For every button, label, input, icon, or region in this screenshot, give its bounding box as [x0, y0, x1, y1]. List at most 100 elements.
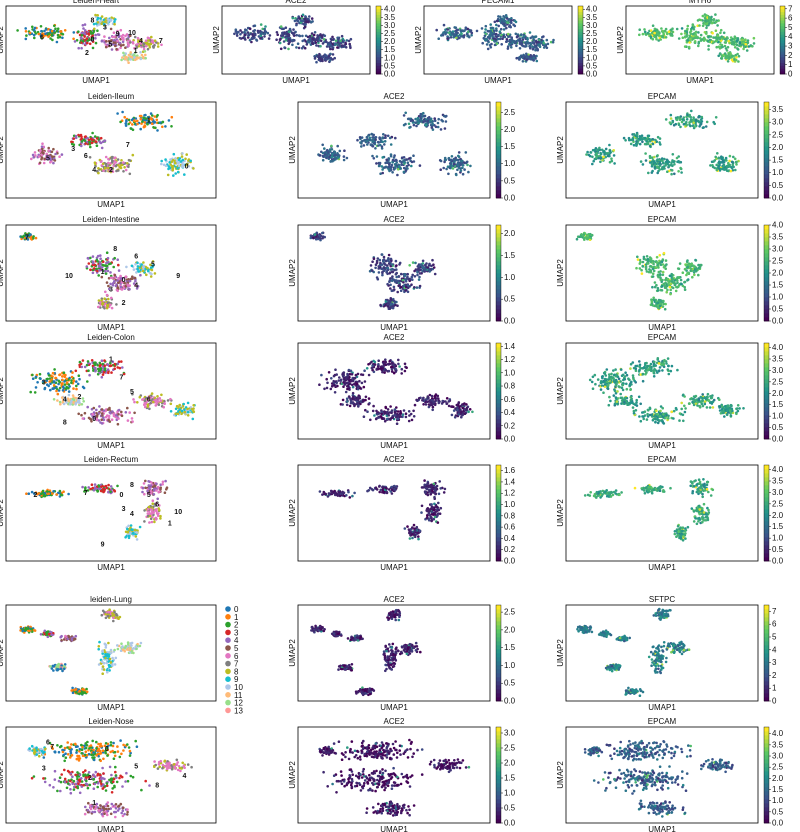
cell-point — [488, 33, 491, 37]
cell-point — [156, 113, 159, 117]
cell-point — [643, 30, 647, 34]
cell-point — [686, 265, 690, 269]
cell-point — [239, 29, 242, 32]
cell-point — [592, 159, 595, 163]
cell-point — [656, 158, 659, 161]
cell-point — [77, 412, 80, 416]
cell-point — [685, 120, 688, 124]
cell-point — [664, 36, 668, 39]
cell-point — [705, 120, 709, 124]
cell-point — [450, 155, 454, 158]
cell-point — [396, 290, 400, 294]
cell-point — [108, 44, 111, 48]
colorbar-tick-label: 0.5 — [384, 61, 396, 70]
cell-point — [50, 150, 54, 154]
cell-point — [49, 37, 52, 40]
colorbar-tick-label: 0.0 — [586, 70, 598, 79]
cell-point — [90, 37, 94, 40]
cell-point — [634, 142, 638, 146]
cluster-label: 6 — [40, 35, 44, 42]
cell-point — [150, 268, 154, 272]
cell-point — [648, 265, 652, 268]
cell-point — [86, 256, 90, 260]
cell-point — [119, 285, 123, 289]
cell-point — [80, 34, 84, 37]
colorbar-segment — [496, 186, 501, 191]
cell-point — [77, 374, 81, 378]
cell-point — [168, 166, 172, 170]
cell-point — [284, 26, 288, 30]
cell-point — [404, 122, 407, 126]
cell-point — [431, 258, 434, 262]
cell-point — [107, 297, 110, 301]
cell-point — [323, 147, 326, 150]
cell-point — [650, 32, 654, 35]
cell-point — [752, 42, 756, 45]
cell-point — [381, 171, 385, 175]
cell-point — [493, 20, 497, 24]
cell-point — [483, 34, 487, 38]
cell-point — [29, 390, 32, 394]
colorbar-segment — [578, 20, 583, 24]
cell-point — [122, 161, 125, 164]
cell-point — [192, 167, 195, 170]
colorbar: 0.00.51.01.52.02.53.03.54.0 — [375, 5, 396, 79]
cell-point — [104, 290, 107, 294]
cell-point — [183, 173, 186, 176]
cell-point — [486, 47, 490, 51]
cell-point — [25, 34, 28, 37]
cell-point — [419, 112, 423, 116]
cell-point — [579, 235, 583, 238]
cell-point — [99, 160, 103, 164]
cell-point — [502, 14, 505, 18]
cell-point — [376, 277, 380, 281]
y-axis-label: UMAP2 — [556, 259, 565, 287]
cell-point — [259, 37, 262, 40]
cell-point — [172, 152, 176, 156]
cell-point — [676, 281, 679, 285]
cell-point — [662, 299, 665, 303]
cell-point — [170, 125, 173, 128]
cell-point — [128, 172, 132, 176]
cell-point — [717, 156, 720, 160]
cell-point — [142, 47, 146, 51]
cell-point — [526, 41, 530, 45]
cluster-label: 6 — [84, 153, 88, 160]
cell-point — [513, 24, 517, 28]
cell-point — [552, 38, 555, 42]
cell-point — [287, 47, 290, 51]
cell-point — [181, 152, 184, 155]
cell-point — [495, 29, 498, 32]
cell-point — [640, 136, 643, 140]
cell-point — [670, 161, 673, 164]
cell-point — [129, 41, 132, 44]
cell-point — [714, 29, 718, 32]
cell-point — [283, 46, 286, 49]
colorbar-tick-label: 3.5 — [586, 13, 598, 22]
cell-point — [146, 36, 150, 40]
colorbar-segment — [496, 114, 501, 119]
cell-point — [164, 158, 167, 161]
cell-point — [75, 387, 78, 391]
cell-point — [248, 38, 252, 42]
cell-point — [654, 34, 658, 37]
cell-point — [286, 32, 290, 36]
colorbar-segment — [496, 150, 501, 155]
cell-point — [161, 125, 164, 129]
cell-point — [441, 33, 445, 37]
cell-point — [244, 38, 247, 41]
cell-point — [103, 26, 107, 29]
cell-point — [54, 376, 58, 380]
cell-point — [134, 263, 137, 266]
cell-point — [382, 266, 386, 270]
cell-point — [88, 38, 91, 41]
colorbar-segment — [496, 166, 501, 171]
colorbar-segment — [780, 23, 785, 27]
cell-point — [646, 142, 650, 146]
cell-point — [540, 38, 543, 42]
cell-point — [148, 407, 151, 411]
cell-point — [396, 304, 399, 308]
cell-point — [698, 125, 701, 128]
cell-point — [745, 49, 749, 52]
cell-point — [146, 403, 150, 406]
